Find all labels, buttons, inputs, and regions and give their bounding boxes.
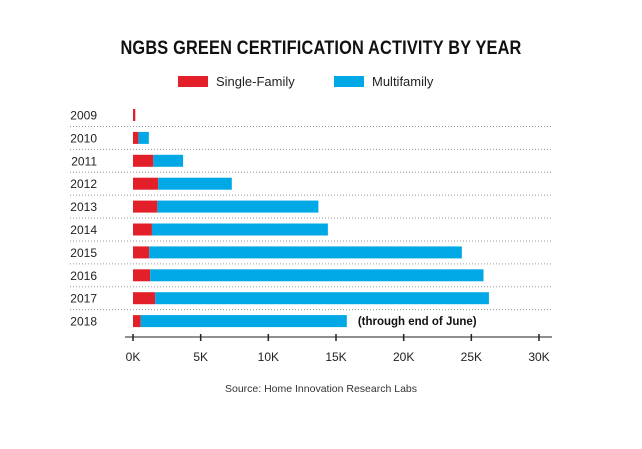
x-tick-label: 0K (126, 350, 141, 364)
bar-multifamily (155, 292, 489, 305)
bar-multifamily (153, 154, 184, 167)
category-label: 2010 (70, 131, 97, 145)
bar-single-family (133, 177, 159, 190)
x-tick-label: 10K (258, 350, 279, 364)
annotation: (through end of June) (358, 316, 477, 328)
category-label: 2013 (70, 200, 97, 214)
category-label: 2018 (70, 315, 97, 329)
bar-single-family (133, 269, 151, 282)
chart-title: NGBS GREEN CERTIFICATION ACTIVITY BY YEA… (120, 38, 522, 59)
bar-multifamily (151, 223, 328, 236)
bar-single-family (133, 154, 154, 167)
legend-swatch (178, 76, 208, 87)
bar-multifamily (157, 200, 319, 213)
x-tick-label: 20K (393, 350, 414, 364)
source-note: Source: Home Innovation Research Labs (224, 383, 418, 395)
bar-multifamily (150, 269, 484, 282)
legend-swatch (334, 76, 364, 87)
bar-single-family (133, 200, 158, 213)
category-label: 2017 (70, 292, 97, 306)
category-label: 2009 (70, 109, 97, 123)
category-label: 2014 (70, 223, 97, 237)
bar-single-family (133, 131, 139, 144)
legend-item-multifamily: Multifamily (334, 74, 433, 89)
category-label: 2011 (71, 154, 97, 168)
x-tick-label: 30K (528, 350, 549, 364)
category-label: 2016 (70, 269, 97, 283)
bar-single-family (133, 246, 150, 259)
bar-multifamily (149, 246, 462, 259)
x-tick-label: 25K (461, 350, 482, 364)
bar-multifamily (158, 177, 232, 190)
bar-single-family (133, 223, 152, 236)
legend-label: Multifamily (372, 74, 434, 89)
bar-multifamily (140, 315, 347, 328)
category-label: 2012 (70, 177, 97, 191)
bar-single-family (133, 109, 136, 121)
legend-label: Single-Family (216, 74, 295, 89)
category-label: 2015 (70, 246, 97, 260)
x-tick-label: 5K (193, 350, 208, 364)
bar-multifamily (138, 131, 149, 144)
bar-single-family (133, 315, 141, 328)
bar-single-family (133, 292, 156, 305)
legend-item-single-family: Single-Family (178, 74, 295, 89)
x-tick-label: 15K (325, 350, 346, 364)
